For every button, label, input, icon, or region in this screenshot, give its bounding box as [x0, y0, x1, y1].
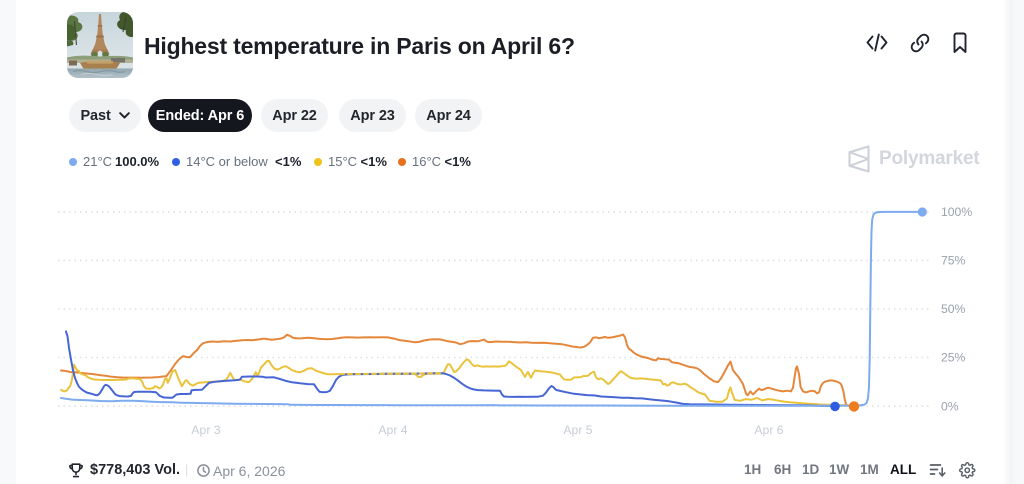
svg-text:Apr 4: Apr 4: [378, 423, 407, 437]
svg-text:25%: 25%: [941, 351, 966, 365]
svg-text:Apr 5: Apr 5: [563, 423, 592, 437]
svg-text:100%: 100%: [941, 205, 972, 219]
svg-text:50%: 50%: [941, 302, 966, 316]
svg-text:0%: 0%: [941, 400, 959, 414]
svg-text:75%: 75%: [941, 254, 966, 268]
svg-text:Apr 6: Apr 6: [754, 423, 783, 437]
svg-text:Apr 3: Apr 3: [191, 423, 220, 437]
